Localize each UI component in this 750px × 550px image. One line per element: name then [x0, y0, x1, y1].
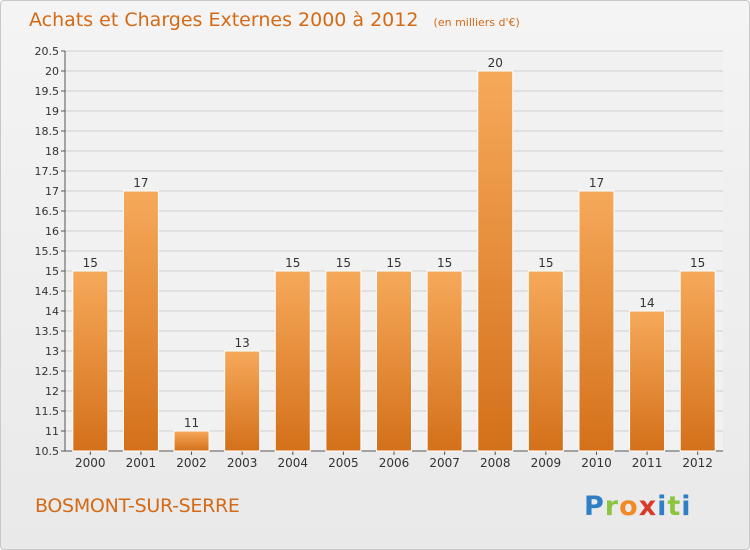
tick-labels: 10.5 11 11.5 12 12.5 13 13.5 14 14.5 15 15.5 16 16.5…: [35, 45, 713, 470]
x-tick-label: 2007: [429, 456, 460, 470]
chart-unit: (en milliers d'€): [433, 16, 520, 29]
y-tick-label: 16.5: [35, 205, 60, 218]
data-label: 15: [538, 256, 553, 270]
x-tick-label: 2001: [126, 456, 157, 470]
bar: [679, 270, 716, 452]
x-tick-label: 2004: [277, 456, 308, 470]
y-tick-label: 16: [45, 225, 59, 238]
y-tick-label: 19.5: [35, 85, 60, 98]
x-tick-label: 2006: [379, 456, 410, 470]
bar: [578, 190, 615, 452]
y-tick-label: 19: [45, 105, 59, 118]
data-labels: 15 17 11 13 15 15 15 15 20 15 17 14 15: [83, 56, 706, 430]
y-tick-label: 18: [45, 145, 59, 158]
data-label: 15: [336, 256, 351, 270]
x-tick-label: 2003: [227, 456, 258, 470]
y-tick-label: 11.5: [35, 405, 60, 418]
data-label: 15: [285, 256, 300, 270]
data-label: 15: [83, 256, 98, 270]
y-tick-label: 18.5: [35, 125, 60, 138]
data-label: 14: [639, 296, 654, 310]
x-tick-label: 2011: [632, 456, 663, 470]
y-tick-label: 13: [45, 345, 59, 358]
bar: [527, 270, 564, 452]
data-label: 20: [488, 56, 503, 70]
proxiti-logo: Proxiti: [584, 491, 692, 522]
y-tick-label: 12: [45, 385, 59, 398]
x-tick-label: 2008: [480, 456, 511, 470]
y-tick-label: 14.5: [35, 285, 60, 298]
data-label: 15: [386, 256, 401, 270]
bars: [72, 70, 716, 452]
chart-title: Achats et Charges Externes 2000 à 2012: [29, 9, 419, 31]
y-tick-label: 15.5: [35, 245, 60, 258]
bar: [274, 270, 311, 452]
data-label: 11: [184, 416, 199, 430]
bar: [173, 430, 210, 452]
y-tick-label: 20.5: [35, 45, 60, 58]
y-tick-label: 20: [45, 65, 59, 78]
x-tick-label: 2000: [75, 456, 106, 470]
x-tick-label: 2005: [328, 456, 359, 470]
bar: [426, 270, 463, 452]
x-tick-label: 2010: [581, 456, 612, 470]
bar: [376, 270, 412, 452]
y-tick-label: 13.5: [35, 325, 60, 338]
data-label: 13: [235, 336, 250, 350]
data-label: 15: [437, 256, 452, 270]
bar: [629, 310, 666, 452]
bar: [72, 270, 109, 452]
bar: [325, 270, 362, 452]
y-tick-label: 12.5: [35, 365, 60, 378]
bar: [122, 190, 159, 452]
x-tick-label: 2002: [176, 456, 207, 470]
y-tick-label: 15: [45, 265, 59, 278]
x-tick-label: 2012: [682, 456, 713, 470]
chart-title-row: Achats et Charges Externes 2000 à 2012 (…: [29, 9, 520, 31]
data-label: 17: [133, 176, 148, 190]
y-tick-label: 17.5: [35, 165, 60, 178]
bar: [224, 350, 261, 452]
y-tick-label: 17: [45, 185, 59, 198]
data-label: 15: [690, 256, 705, 270]
x-tick-label: 2009: [531, 456, 562, 470]
bar: [477, 70, 514, 452]
y-tick-label: 10.5: [35, 445, 60, 458]
y-tick-label: 14: [45, 305, 59, 318]
data-label: 17: [589, 176, 604, 190]
commune-name: BOSMONT-SUR-SERRE: [35, 495, 240, 517]
y-tick-label: 11: [45, 425, 59, 438]
